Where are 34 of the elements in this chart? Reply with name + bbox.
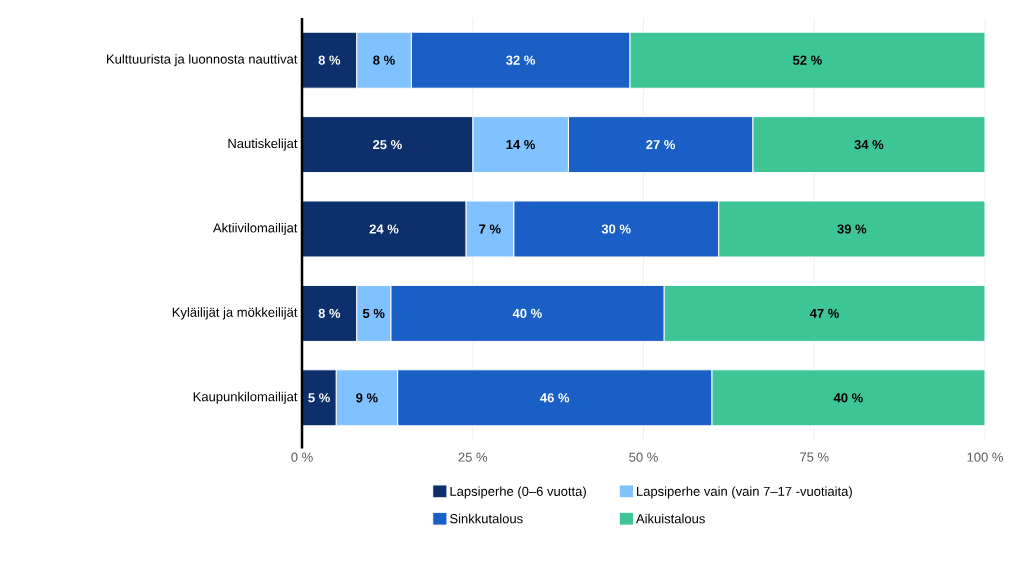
- data-label: 32 %: [506, 55, 536, 65]
- data-label: 7 %: [479, 224, 501, 234]
- legend-label: Lapsiperhe (0–6 vuotta): [450, 486, 586, 499]
- data-label: 39 %: [837, 224, 867, 234]
- x-tick-label: 100 %: [967, 452, 1003, 462]
- y-tick-label: Kyläilijät ja mökkeilijät: [172, 307, 298, 320]
- y-tick-label: Kaupunkilomailijat: [193, 391, 298, 404]
- data-label: 24 %: [369, 224, 399, 234]
- data-label: 27 %: [646, 140, 676, 150]
- x-tick-label: 50 %: [629, 452, 658, 462]
- data-label: 8 %: [318, 308, 341, 318]
- data-label: 8 %: [373, 55, 395, 65]
- data-label: 5 %: [362, 308, 385, 318]
- y-tick-label: Kulttuurista ja luonnosta nauttivat: [107, 54, 298, 67]
- x-tick-label: 75 %: [800, 452, 829, 462]
- data-label: 30 %: [601, 224, 631, 234]
- data-label: 5 %: [308, 393, 330, 403]
- legend-label: Lapsiperhe vain (vain 7–17 -vuotiaita): [637, 486, 852, 499]
- data-label: 46 %: [540, 393, 570, 403]
- legend-label: Aikuistalous: [636, 513, 705, 524]
- data-label: 8 %: [318, 55, 341, 65]
- y-tick-label: Aktiivilomailijat: [212, 222, 298, 236]
- data-label: 47 %: [809, 308, 839, 318]
- data-label: 25 %: [373, 139, 402, 150]
- data-label: 34 %: [854, 139, 884, 150]
- legend-label: Sinkkutalous: [450, 513, 523, 524]
- data-label: 40 %: [833, 393, 863, 403]
- y-tick-label: Nautiskelijat: [228, 138, 298, 151]
- x-tick-label: 0 %: [291, 452, 313, 462]
- data-label: 9 %: [356, 393, 378, 403]
- data-label: 14 %: [506, 140, 536, 150]
- data-label: 52 %: [793, 55, 822, 65]
- data-label: 40 %: [512, 308, 542, 318]
- x-tick-label: 25 %: [458, 452, 488, 462]
